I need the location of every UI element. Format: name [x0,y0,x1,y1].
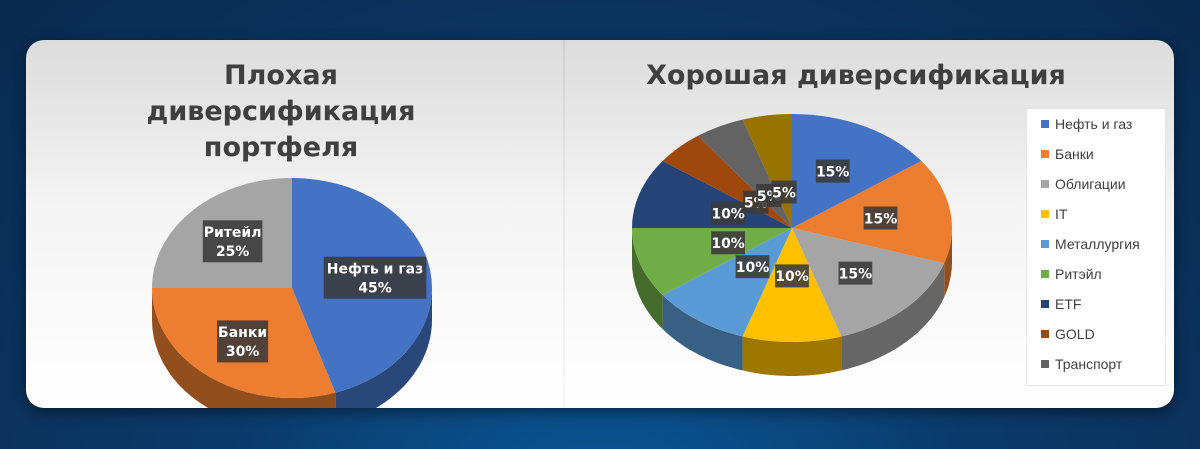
legend-label: Ритэйл [1055,266,1102,282]
data-label-box [838,261,873,285]
legend-swatch [1041,330,1049,338]
legend-label: Банки [1055,146,1094,162]
data-label-text: 45% [358,281,392,297]
data-label: Банки 30% [217,320,269,363]
data-label-text: 15% [816,164,850,180]
data-label-text: 15% [839,267,873,283]
right-chart-legend: Нефть и газ Банки Облигации IT Металлургия Ри… [1026,108,1166,386]
data-label: 15% [838,261,873,285]
legend-swatch [1041,120,1049,128]
data-label-text: 15% [864,211,898,227]
data-label: 10% [711,201,745,225]
pie-slice-side [742,336,842,376]
data-label: 15% [815,159,850,183]
legend-swatch [1041,240,1049,248]
data-label-text: Банки [218,325,267,341]
pie-slice [792,114,922,228]
data-label: 10% [711,231,745,255]
data-label-text: 10% [711,236,745,252]
pie-slice-side [152,288,336,408]
data-label-box [217,320,269,363]
data-label: Нефть и газ 45% [323,256,427,299]
legend-label: Нефть и газ [1055,116,1133,132]
legend-swatch [1041,360,1049,368]
legend-label: Облигации [1055,176,1126,192]
data-label-box [775,264,809,288]
data-label-text: 5% [772,185,796,201]
legend-label: IT [1055,206,1068,222]
data-label-box [815,159,850,183]
legend-item: Металлургия [1027,229,1165,259]
pie-slice [632,228,792,295]
legend-item: Нефть и газ [1027,109,1165,139]
data-label: 5% [771,180,797,204]
data-label: 15% [863,206,898,230]
legend-item: Ритэйл [1027,259,1165,289]
legend-item: GOLD [1027,319,1165,349]
data-label-text: 10% [736,260,770,276]
data-label-box [711,201,745,225]
legend-item: Банки [1027,139,1165,169]
card-divider [563,40,565,408]
right-chart-title: Хорошая диверсификация [646,60,1066,91]
pie-slice-side [335,288,432,408]
legend-label: Металлургия [1055,236,1140,252]
data-label-box [323,256,427,299]
legend-label: ETF [1055,296,1082,312]
data-label-box [202,220,263,263]
data-label-box [735,255,770,279]
legend-label: GOLD [1055,326,1095,342]
left-pie-chart: Нефть и газ 45% Банки 30% Ритейл 25% [152,178,432,408]
legend-item: ETF [1027,289,1165,319]
legend-swatch [1041,180,1049,188]
legend-item: Транспорт [1027,349,1165,379]
legend-swatch [1041,210,1049,218]
chart-card: Плохая диверсификация портфеля Хорошая д… [26,40,1174,408]
data-label: 10% [775,264,809,288]
data-label-text: 25% [216,244,250,260]
data-label-text: Ритейл [204,225,262,241]
legend-item: Облигации [1027,169,1165,199]
right-pie-chart: 15%15%15%10%10%10%10%5%5%5% [632,114,952,376]
pie-slice-side [944,228,952,298]
data-label: 10% [735,255,770,279]
legend-swatch [1041,270,1049,278]
legend-swatch [1041,150,1049,158]
data-label-box [711,231,745,255]
legend-item: IT [1027,199,1165,229]
data-label-text: 10% [711,207,745,223]
data-label-box [863,206,898,230]
pie-slice-side [841,263,945,371]
pie-slice-side [662,295,743,371]
pie-slice [662,228,792,337]
data-label-text: 30% [226,344,260,360]
data-label-text: Нефть и газ [327,262,424,278]
data-label-text: 10% [775,269,809,285]
legend-label: Транспорт [1055,356,1123,372]
data-label: Ритейл 25% [202,220,263,263]
data-label-box [771,180,797,204]
pie-slice-side [632,228,663,329]
legend-swatch [1041,300,1049,308]
left-chart-title: Плохая диверсификация портфеля [146,60,416,163]
